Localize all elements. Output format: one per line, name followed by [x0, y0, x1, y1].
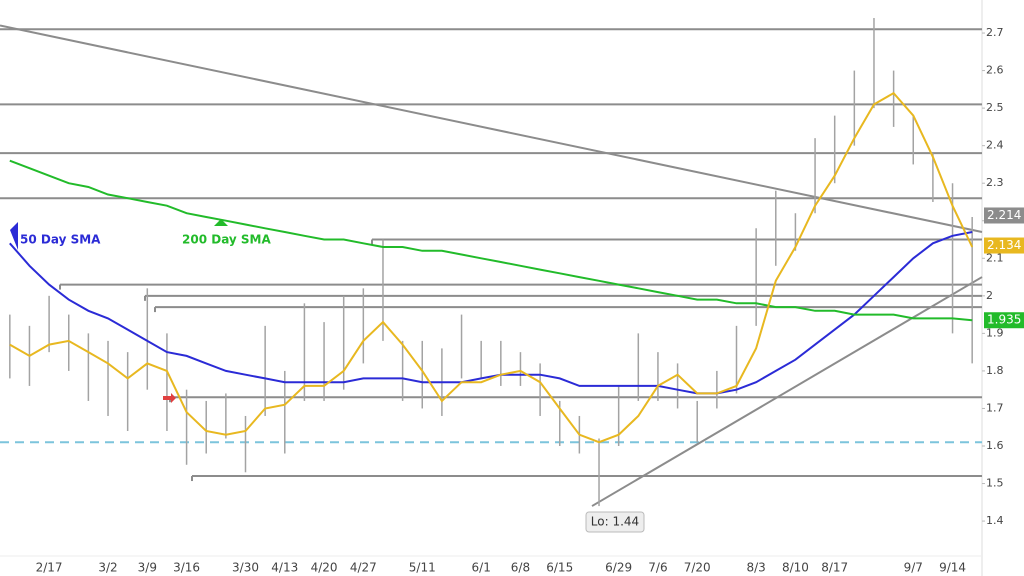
moving-average: [9, 159, 973, 322]
x-tick-label: 7/20: [684, 561, 711, 575]
y-tick-label: 1.7: [986, 401, 1004, 414]
y-tick-label: 1.8: [986, 364, 1004, 377]
y-tick-label: 2.4: [986, 139, 1004, 152]
price-tag-label: 2.214: [987, 208, 1021, 222]
price-tag-label: 2.134: [987, 238, 1021, 252]
legend-marker: [10, 222, 18, 250]
y-tick-label: 2.6: [986, 64, 1004, 77]
x-tick-label: 9/14: [939, 561, 966, 575]
x-tick-label: 7/6: [648, 561, 667, 575]
x-tick-label: 4/20: [311, 561, 338, 575]
x-tick-label: 6/15: [546, 561, 573, 575]
low-label-box: [585, 511, 645, 533]
x-tick-label: 3/16: [173, 561, 200, 575]
price-tag: [984, 312, 1024, 329]
x-tick-label: 8/10: [782, 561, 809, 575]
x-tick-label: 8/17: [821, 561, 848, 575]
trendline: [0, 24, 983, 233]
x-tick-label: 3/30: [232, 561, 259, 575]
trendline: [591, 276, 983, 507]
x-tick-label: 4/13: [271, 561, 298, 575]
x-tick-label: 6/29: [605, 561, 632, 575]
x-tick-label: 5/11: [409, 561, 436, 575]
price-tag-label: 1.935: [987, 313, 1021, 327]
x-tick-label: 3/9: [138, 561, 157, 575]
y-tick-label: 2.7: [986, 26, 1004, 39]
x-tick-label: 9/7: [904, 561, 923, 575]
legend-label: 50 Day SMA: [20, 233, 101, 247]
x-tick-label: 4/27: [350, 561, 377, 575]
x-tick-label: 6/8: [511, 561, 530, 575]
moving-average: [9, 231, 973, 395]
y-tick-label: 2: [986, 289, 993, 302]
y-tick-label: 2.1: [986, 251, 1004, 264]
y-tick-label: 1.5: [986, 477, 1004, 490]
y-tick-label: 1.9: [986, 326, 1004, 339]
y-tick-label: 1.6: [986, 439, 1004, 452]
marker-arrow: [163, 393, 176, 403]
moving-average: [9, 91, 974, 444]
x-tick-label: 8/3: [746, 561, 765, 575]
x-tick-label: 6/1: [472, 561, 491, 575]
y-tick-label: 2.3: [986, 176, 1004, 189]
price-tag: [984, 207, 1024, 224]
y-tick-label: 2.5: [986, 101, 1004, 114]
x-tick-label: 2/17: [36, 561, 63, 575]
y-tick-label: 1.4: [986, 514, 1004, 527]
price-tag: [984, 237, 1024, 254]
low-label: Lo: 1.44: [591, 515, 639, 529]
legend-marker: [214, 219, 228, 226]
legend-label: 200 Day SMA: [182, 233, 272, 247]
x-tick-label: 3/2: [98, 561, 117, 575]
